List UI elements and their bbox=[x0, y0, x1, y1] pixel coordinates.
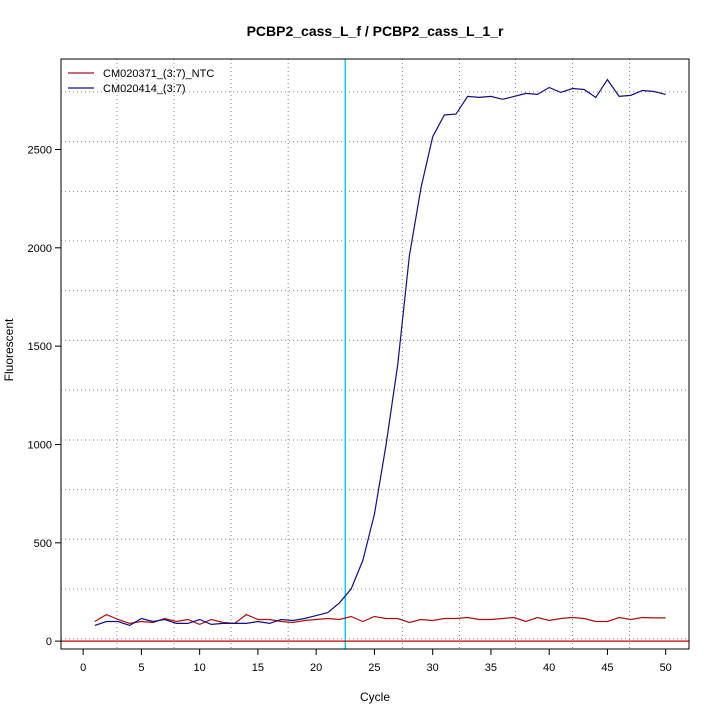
plot-frame bbox=[60, 58, 690, 650]
y-tick-label: 2500 bbox=[28, 144, 52, 156]
x-tick-label: 20 bbox=[310, 662, 322, 674]
x-tick-label: 40 bbox=[543, 662, 555, 674]
series-lines bbox=[94, 78, 666, 627]
y-tick-label: 500 bbox=[34, 538, 52, 550]
x-tick-label: 15 bbox=[252, 662, 264, 674]
x-tick-label: 5 bbox=[138, 662, 144, 674]
x-tick-label: 50 bbox=[660, 662, 672, 674]
x-tick-label: 45 bbox=[601, 662, 613, 674]
chart-title: PCBP2_cass_L_f / PCBP2_cass_L_1_r bbox=[247, 23, 504, 39]
reference-lines bbox=[61, 59, 689, 649]
series-line-1 bbox=[94, 613, 666, 626]
legend: CM020371_(3:7)_NTC CM020414_(3:7) bbox=[68, 68, 214, 95]
x-axis-label: Cycle bbox=[360, 690, 390, 704]
legend-entry-1: CM020371_(3:7)_NTC bbox=[103, 68, 214, 80]
x-tick-label: 30 bbox=[427, 662, 439, 674]
grid bbox=[61, 59, 689, 649]
x-tick-label: 25 bbox=[368, 662, 380, 674]
x-tick-label: 10 bbox=[194, 662, 206, 674]
x-tick-label: 35 bbox=[485, 662, 497, 674]
y-tick-label: 2000 bbox=[28, 243, 52, 255]
legend-entry-2: CM020414_(3:7) bbox=[103, 83, 186, 95]
y-tick-label: 1500 bbox=[28, 341, 52, 353]
y-tick-label: 1000 bbox=[28, 439, 52, 451]
y-tick-label: 0 bbox=[46, 636, 52, 648]
y-axis-label: Fluorescent bbox=[2, 318, 16, 381]
x-tick-label: 0 bbox=[80, 662, 86, 674]
series-line-2 bbox=[94, 78, 666, 627]
